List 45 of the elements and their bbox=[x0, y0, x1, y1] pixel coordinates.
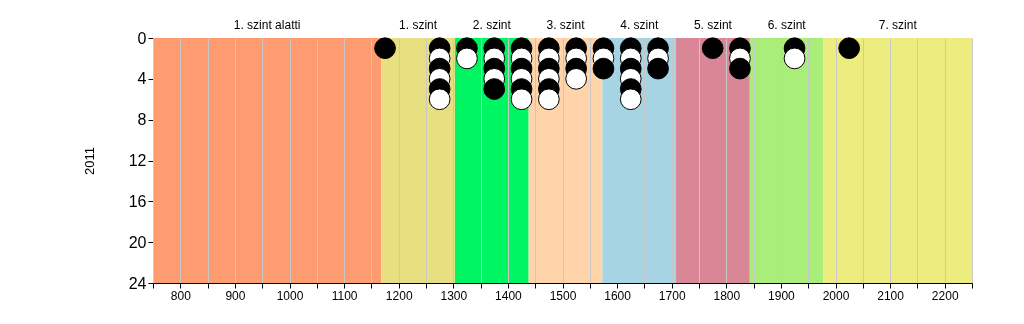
x-tick-label: 900 bbox=[225, 288, 246, 303]
x-tick-label: 1400 bbox=[495, 288, 523, 303]
band-label: 3. szint bbox=[546, 18, 586, 32]
band-label: 5. szint bbox=[693, 18, 733, 32]
point bbox=[647, 57, 669, 80]
band-label: 4. szint bbox=[620, 18, 659, 32]
y-tick-label: 12 bbox=[128, 152, 147, 169]
point bbox=[537, 88, 560, 111]
point bbox=[510, 88, 533, 111]
band-label: 1. szint alatti bbox=[233, 18, 301, 32]
y-tick-label: 24 bbox=[128, 274, 147, 292]
point bbox=[428, 88, 451, 111]
point bbox=[565, 67, 588, 90]
y-tick-label: 16 bbox=[128, 192, 147, 210]
x-tick-label: 1900 bbox=[768, 288, 796, 303]
point bbox=[456, 47, 478, 70]
x-tick-label: 1600 bbox=[604, 288, 632, 303]
y-tick-label: 8 bbox=[137, 111, 147, 129]
y-tick-label: 20 bbox=[128, 233, 147, 251]
point bbox=[783, 47, 806, 70]
y-tick-label: 0 bbox=[137, 29, 147, 47]
band-label: 6. szint bbox=[767, 18, 807, 32]
point bbox=[374, 37, 396, 60]
x-tick-label: 1500 bbox=[549, 288, 577, 303]
point bbox=[838, 37, 861, 60]
x-tick-label: 2200 bbox=[931, 288, 959, 303]
point bbox=[729, 57, 751, 80]
x-tick-label: 1700 bbox=[658, 288, 686, 303]
x-tick-label: 1200 bbox=[385, 288, 413, 303]
point bbox=[592, 57, 615, 80]
y-axis-title: 2011 bbox=[81, 147, 97, 175]
x-tick-label: 1800 bbox=[713, 288, 741, 303]
x-tick-label: 1000 bbox=[276, 288, 304, 303]
band-label: 1. szint bbox=[399, 18, 438, 32]
y-tick-label: 4 bbox=[137, 70, 147, 88]
point bbox=[483, 78, 506, 100]
x-tick-label: 2100 bbox=[877, 288, 905, 303]
x-tick-label: 800 bbox=[170, 288, 192, 303]
x-tick-label: 1300 bbox=[440, 288, 468, 303]
band-label: 7. szint bbox=[878, 18, 918, 32]
point bbox=[701, 37, 724, 60]
point bbox=[619, 88, 642, 111]
x-tick-label: 1100 bbox=[331, 288, 358, 303]
band-label: 2. szint bbox=[472, 18, 512, 32]
x-tick-label: 2000 bbox=[822, 288, 850, 303]
